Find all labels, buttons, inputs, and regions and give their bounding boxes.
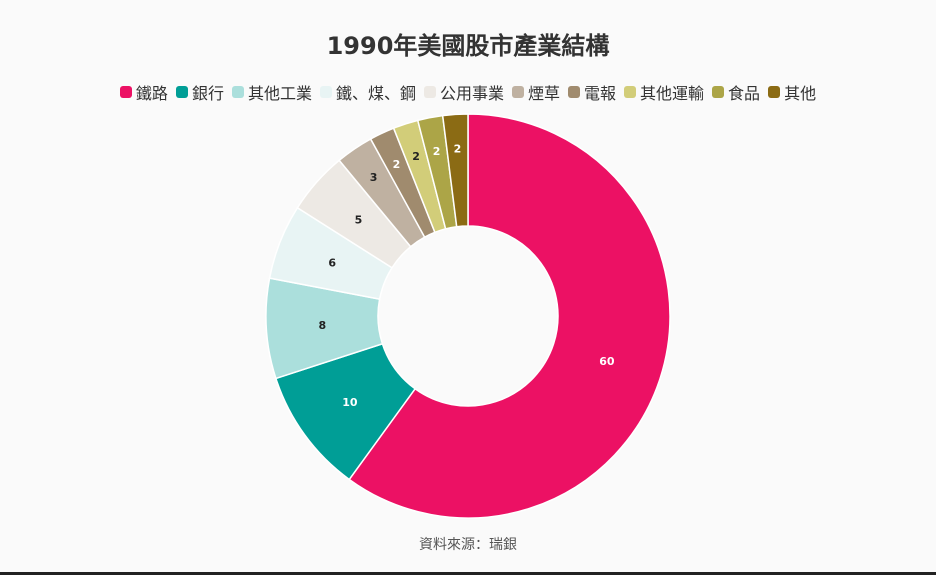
- legend-label: 其他工業: [247, 84, 312, 103]
- legend-label: 電報: [584, 84, 617, 103]
- legend-swatch: [175, 86, 188, 98]
- legend-label: 煙草: [528, 84, 561, 103]
- legend-swatch: [512, 86, 524, 98]
- legend-swatch: [768, 86, 781, 98]
- legend-swatch: [624, 86, 637, 98]
- slice-value-label: 2: [393, 158, 401, 171]
- chart-legend: 鐵路 銀行 其他工業 鐵、煤、鋼 公用事業 煙草 電報 其他運輸 食品 其他: [0, 80, 936, 104]
- slice-value-label: 2: [433, 145, 441, 158]
- slice-value-label: 5: [355, 213, 363, 226]
- legend-label: 鐵、煤、鋼: [335, 84, 416, 103]
- legend-item[interactable]: 公用事業: [423, 80, 504, 104]
- legend-item[interactable]: 其他工業: [231, 80, 312, 104]
- slice-value-label: 2: [412, 150, 420, 163]
- slice-value-label: 8: [318, 319, 326, 332]
- legend-label: 銀行: [191, 84, 224, 103]
- slice-value-label: 6: [328, 256, 336, 269]
- slice-value-label: 60: [599, 355, 615, 368]
- legend-label: 其他: [784, 84, 817, 103]
- legend-item[interactable]: 電報: [568, 80, 616, 104]
- legend-item[interactable]: 食品: [712, 80, 760, 104]
- legend-swatch: [712, 86, 725, 98]
- donut-slice[interactable]: [348, 113, 671, 519]
- legend-label: 食品: [728, 84, 761, 103]
- legend-item[interactable]: 煙草: [512, 80, 560, 104]
- slice-value-label: 10: [342, 396, 358, 409]
- legend-label: 其他運輸: [640, 84, 705, 103]
- legend-item[interactable]: 鐵路: [119, 80, 168, 104]
- chart-source: 資料來源：瑞銀: [419, 537, 517, 553]
- donut-slice[interactable]: [441, 113, 469, 228]
- legend-item[interactable]: 銀行: [175, 80, 224, 104]
- bottom-divider: [0, 572, 936, 575]
- legend-item[interactable]: 其他運輸: [624, 80, 704, 104]
- legend-label: 公用事業: [439, 84, 504, 103]
- legend-item[interactable]: 鐵、煤、鋼: [319, 80, 416, 104]
- legend-swatch: [119, 86, 132, 98]
- legend-swatch: [568, 86, 581, 98]
- legend-swatch: [423, 86, 436, 98]
- legend-label: 鐵路: [135, 84, 168, 103]
- slice-value-label: 3: [370, 171, 378, 184]
- legend-swatch: [231, 86, 244, 98]
- legend-swatch: [319, 86, 332, 98]
- legend-item[interactable]: 其他: [768, 80, 816, 104]
- chart-title: 1990年美國股市產業結構: [326, 32, 610, 60]
- slice-value-label: 2: [454, 142, 462, 155]
